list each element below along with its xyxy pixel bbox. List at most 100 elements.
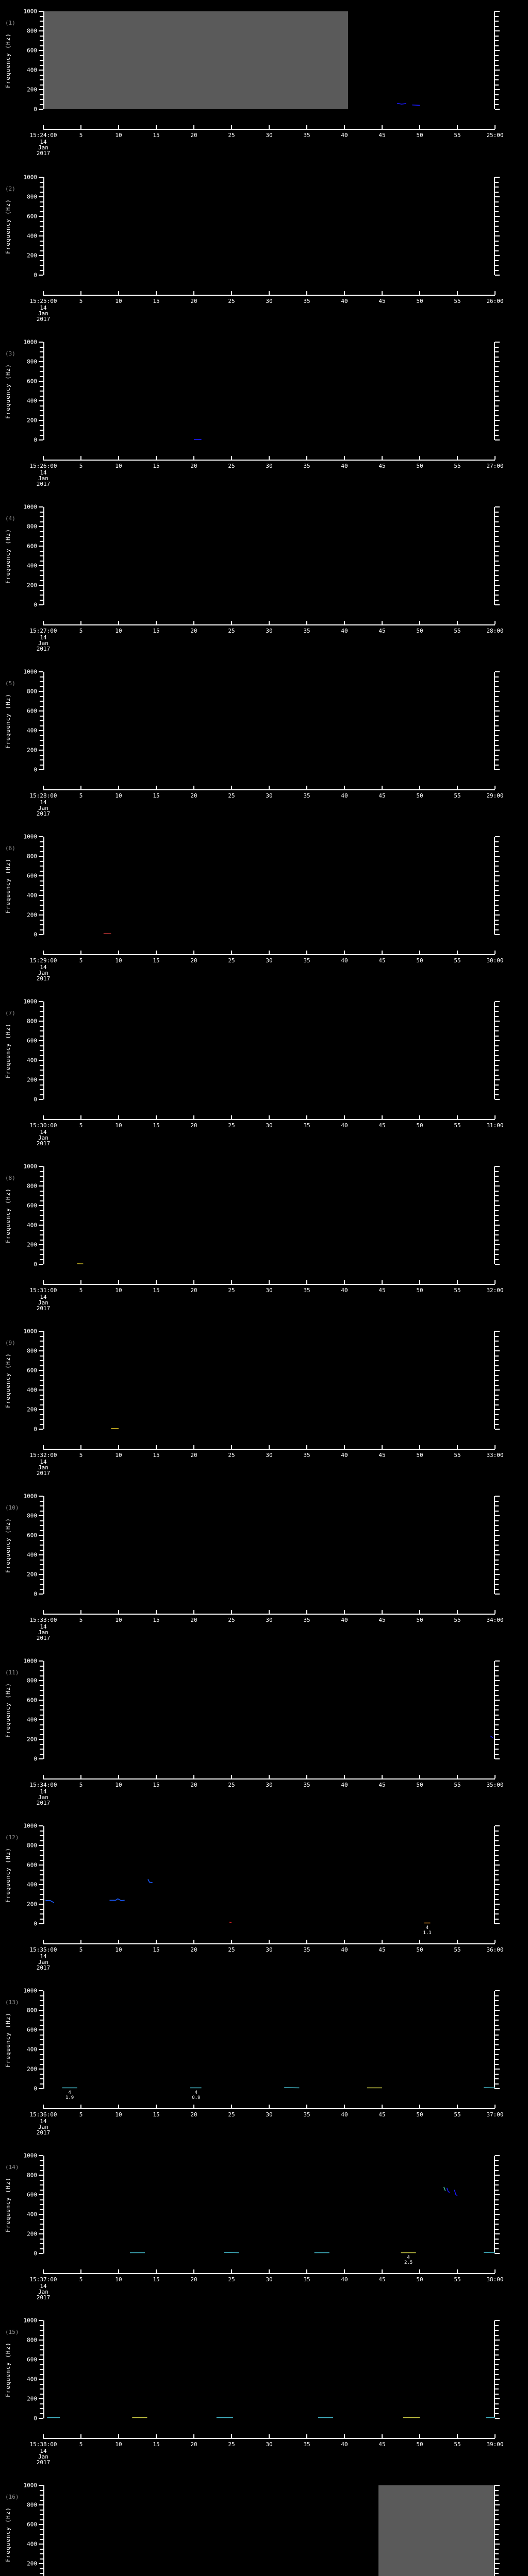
date-line: Jan <box>38 805 48 811</box>
x-tick-label: 40 <box>341 957 348 964</box>
x-tick-label: 55 <box>454 1452 461 1459</box>
x-tick <box>306 456 307 460</box>
x-tick <box>43 291 44 295</box>
y-axis-spine-right <box>494 342 495 440</box>
y-tick-minor <box>40 521 43 522</box>
series-trace-b <box>132 2417 147 2418</box>
y-axis-title-text: Frequency (Hz) <box>4 198 11 254</box>
y-tick-major <box>39 1865 43 1866</box>
y-tick-minor <box>40 410 43 411</box>
y-tick-minor-right <box>495 1724 499 1725</box>
x-axis: 15:28:00 5 10 15 20 25 30 35 40 45 50 55 29:00 14 Jan 2… <box>30 786 504 817</box>
y-tick-label: 0 <box>34 1096 37 1103</box>
date-line: Jan <box>38 1299 48 1306</box>
x-tick-label: 15:26:00 <box>29 463 57 469</box>
y-tick-major <box>39 235 43 236</box>
y-tick-minor-right <box>495 2224 499 2225</box>
x-axis-date-label: 14 Jan 2017 <box>37 1294 51 1311</box>
y-tick-minor-right <box>495 1545 499 1546</box>
y-tick-minor <box>40 676 43 677</box>
x-tick-label: 20 <box>190 298 197 304</box>
x-tick-label: 15:28:00 <box>29 792 57 799</box>
x-axis-line <box>43 2438 495 2439</box>
x-tick <box>43 2434 44 2438</box>
x-tick-label: 30 <box>266 628 273 634</box>
y-tick-label: 400 <box>27 232 37 240</box>
y-tick-minor-right <box>495 1995 499 1996</box>
y-tick-minor <box>40 1394 43 1396</box>
x-tick <box>306 621 307 624</box>
y-tick-minor <box>40 1743 43 1745</box>
y-tick-major-right <box>495 2379 500 2380</box>
y-tick-label: 800 <box>27 1182 37 1190</box>
y-tick-major-right <box>495 70 500 71</box>
y-tick-minor <box>40 1500 43 1502</box>
y-tick-minor <box>40 686 43 687</box>
x-tick <box>231 291 232 295</box>
x-tick <box>419 786 420 789</box>
date-line: Jan <box>38 475 48 482</box>
x-tick-label: 35 <box>303 1122 310 1129</box>
series-trace-a <box>47 2417 60 2418</box>
y-tick-label: 400 <box>27 1551 37 1558</box>
y-tick-minor <box>40 2369 43 2370</box>
panel-4: (4) Frequency (Hz) 0 200 400 600 800 1000 15:27:… <box>0 496 528 660</box>
x-tick <box>382 456 383 460</box>
x-tick <box>344 951 345 954</box>
x-tick-label: 33:00 <box>486 1452 504 1459</box>
y-tick-minor <box>40 1404 43 1405</box>
x-tick <box>382 1445 383 1449</box>
x-tick <box>43 786 44 789</box>
y-tick-label: 600 <box>27 47 37 54</box>
x-tick-label: 40 <box>341 298 348 304</box>
y-tick-minor-right <box>495 1200 499 1201</box>
panel-8: (8) Frequency (Hz) 0 200 400 600 800 1000 15:31:… <box>0 1155 528 1320</box>
x-axis-date-label: 14 Jan 2017 <box>37 635 51 652</box>
y-tick-minor-right <box>495 25 499 27</box>
y-tick-minor-right <box>495 2160 499 2161</box>
x-tick-label: 55 <box>454 2111 461 2118</box>
plot-area: 0 200 400 600 800 1000 <box>24 669 500 773</box>
plot-area: 0 200 400 600 800 1000 <box>24 1988 500 2092</box>
y-tick-minor <box>40 1690 43 1691</box>
y-tick-major-right <box>495 1515 500 1516</box>
x-axis-line <box>43 789 495 790</box>
y-tick-label: 200 <box>27 582 37 589</box>
y-tick-minor <box>40 2039 43 2040</box>
y-tick-label: 1000 <box>23 2152 38 2159</box>
y-tick-minor <box>40 1564 43 1565</box>
y-tick-minor-right <box>495 764 499 766</box>
y-tick-minor-right <box>495 1055 499 1056</box>
y-tick-minor-right <box>495 1704 499 1706</box>
y-tick-minor-right <box>495 2349 499 2350</box>
y-tick-minor <box>40 1070 43 1071</box>
y-tick-minor-right <box>495 2403 499 2404</box>
y-tick-label: 800 <box>27 2336 37 2344</box>
y-tick-major-right <box>495 1205 500 1206</box>
y-tick-minor <box>40 2374 43 2375</box>
y-tick-minor-right <box>495 1341 499 1342</box>
y-axis-title-text: Frequency (Hz) <box>4 528 11 584</box>
y-tick-major-right <box>495 2049 500 2050</box>
y-tick-major <box>39 856 43 857</box>
y-tick-minor-right <box>495 1729 499 1730</box>
y-tick-minor <box>40 1545 43 1546</box>
x-axis-line <box>43 295 495 296</box>
y-tick-label: 0 <box>34 1755 37 1762</box>
date-line: Jan <box>38 1629 48 1636</box>
y-tick-minor-right <box>495 2413 499 2414</box>
x-axis: 15:34:00 5 10 15 20 25 30 35 40 45 50 55 35:00 14 Jan 2… <box>30 1775 504 1806</box>
y-tick-minor <box>40 2024 43 2026</box>
y-tick-major <box>39 2175 43 2176</box>
plot-area: 0 200 400 600 800 1000 <box>24 2317 500 2422</box>
y-tick-label: 800 <box>27 2172 37 2179</box>
y-tick-minor <box>40 2170 43 2171</box>
y-tick-minor <box>40 1908 43 1910</box>
x-tick-label: 45 <box>378 132 386 139</box>
y-tick-label: 800 <box>27 1018 37 1025</box>
y-tick-minor-right <box>495 45 499 46</box>
y-tick-minor-right <box>495 1830 499 1832</box>
y-tick-minor <box>40 2014 43 2016</box>
x-tick <box>494 1610 496 1614</box>
x-tick <box>269 786 270 789</box>
